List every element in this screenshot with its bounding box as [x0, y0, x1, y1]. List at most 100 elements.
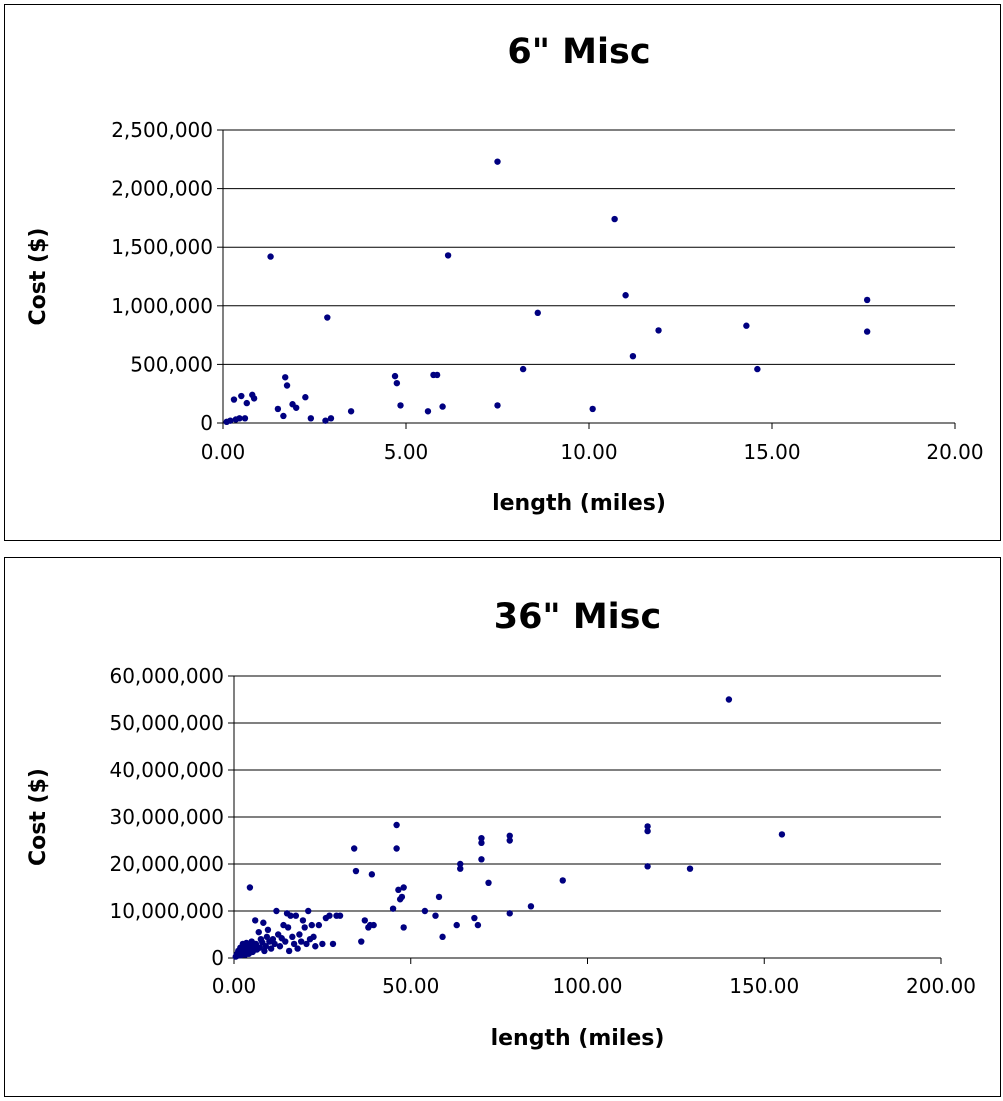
data-point	[439, 933, 446, 941]
data-point	[389, 905, 397, 912]
data-point	[243, 399, 250, 407]
data-point	[527, 903, 535, 910]
data-point	[307, 415, 315, 422]
data-point	[644, 863, 651, 870]
data-point	[236, 415, 243, 422]
data-point	[725, 696, 733, 703]
data-point	[506, 910, 513, 917]
data-point	[324, 314, 331, 321]
data-point	[267, 253, 274, 260]
data-point	[743, 322, 750, 329]
data-point	[400, 884, 407, 891]
data-point	[297, 938, 305, 945]
data-point	[303, 940, 310, 948]
chart-title: 36" Misc	[494, 597, 662, 637]
data-point	[611, 215, 618, 223]
x-axis-label: length (miles)	[491, 1026, 665, 1051]
y-tick-label: 0	[200, 411, 213, 435]
data-point	[285, 947, 293, 955]
x-tick-label: 5.00	[384, 440, 429, 464]
data-point	[622, 292, 629, 299]
y-tick-label: 500,000	[130, 352, 213, 376]
data-point	[289, 933, 296, 941]
data-point	[347, 408, 355, 415]
data-point	[241, 415, 249, 422]
data-point	[424, 408, 432, 415]
data-point	[754, 365, 761, 373]
data-point	[252, 917, 259, 924]
data-point	[534, 309, 541, 317]
data-point	[352, 867, 360, 875]
data-point	[478, 834, 485, 842]
data-point	[494, 402, 501, 409]
y-tick-label: 1,000,000	[111, 294, 213, 318]
y-tick-label: 50,000,000	[109, 711, 224, 735]
chart-panel-6-inch: 6" Misc 0 500,000 1,000,000 1,500,000 2,000,0…	[4, 4, 1001, 541]
y-tick-label: 60,000,000	[109, 664, 224, 688]
scatter-chart-36-inch: 36" Misc 0 10,000,000 20,000,000 30,000,000 4…	[26, 597, 976, 1051]
data-point	[290, 940, 298, 948]
data-point	[478, 839, 485, 847]
y-tick-label: 30,000,000	[109, 805, 224, 829]
y-tick-label: 2,500,000	[111, 118, 213, 142]
data-point	[471, 914, 478, 922]
x-tick-label: 50.00	[382, 974, 439, 998]
data-point	[393, 821, 400, 829]
data-point	[644, 823, 651, 830]
data-point	[398, 893, 406, 901]
y-axis-label: Cost ($)	[26, 768, 51, 866]
data-point	[276, 943, 284, 950]
data-point	[280, 412, 287, 420]
data-point	[246, 884, 254, 891]
data-point	[287, 912, 294, 919]
data-point	[350, 845, 358, 852]
data-point	[421, 907, 429, 915]
data-point	[310, 933, 317, 941]
chart-panel-36-inch: 36" Misc 0 10,000,000 20,000,000 30,000,000 4…	[4, 557, 1001, 1097]
data-point	[262, 943, 270, 950]
y-tick-label: 0	[211, 946, 224, 970]
data-point	[282, 938, 289, 945]
data-point	[302, 394, 309, 401]
y-tick-label: 40,000,000	[109, 758, 224, 782]
data-point	[271, 940, 278, 948]
data-point	[444, 252, 452, 259]
data-point	[263, 933, 271, 941]
data-point	[238, 392, 245, 400]
x-tick-label: 150.00	[729, 974, 799, 998]
y-tick-label: 20,000,000	[109, 852, 224, 876]
data-point	[519, 365, 527, 373]
data-point	[863, 328, 871, 335]
data-point	[589, 405, 596, 413]
data-point	[474, 921, 482, 929]
data-point	[863, 296, 871, 304]
data-point	[260, 919, 267, 926]
data-point	[308, 921, 315, 929]
data-point	[327, 415, 335, 422]
data-point	[299, 917, 307, 924]
data-point	[433, 371, 441, 379]
data-point	[293, 404, 300, 411]
data-point	[305, 907, 312, 915]
data-point	[494, 158, 501, 165]
data-point	[315, 921, 323, 929]
data-point	[644, 827, 651, 835]
data-point	[432, 912, 439, 919]
y-tick-label: 10,000,000	[109, 899, 224, 923]
data-point	[370, 921, 377, 929]
data-point	[255, 928, 262, 936]
data-point	[292, 912, 300, 919]
data-point	[274, 405, 282, 413]
data-point	[284, 924, 292, 931]
data-point	[559, 877, 566, 884]
x-tick-label: 20.00	[926, 440, 983, 464]
data-point	[301, 924, 308, 931]
data-point	[395, 886, 402, 894]
data-point	[453, 921, 460, 929]
data-point	[457, 865, 464, 872]
data-point	[283, 382, 291, 389]
data-point	[478, 856, 485, 863]
x-tick-label: 10.00	[560, 440, 617, 464]
x-tick-label: 200.00	[906, 974, 976, 998]
data-point	[296, 931, 303, 938]
